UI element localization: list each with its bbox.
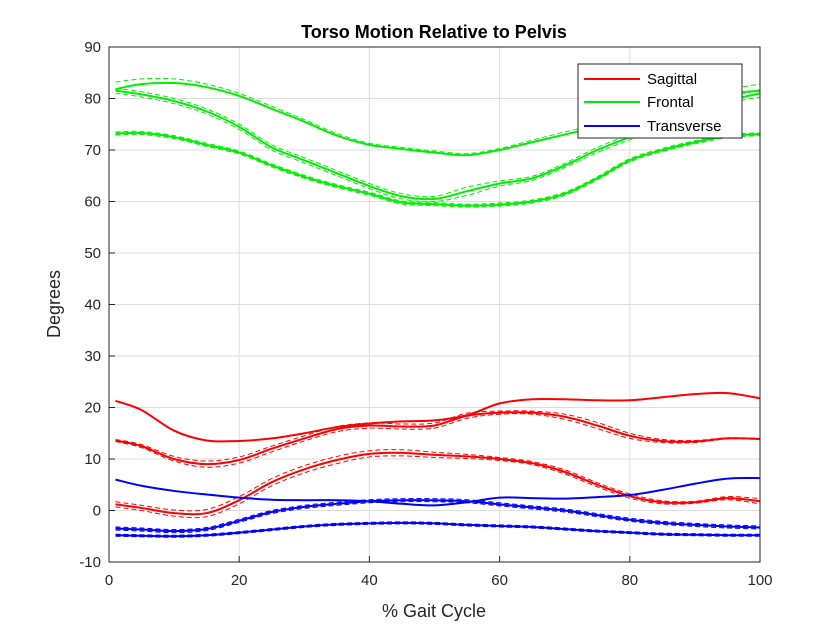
x-tick-label: 60 — [491, 572, 508, 589]
series-line-transverse-lower-3 — [115, 523, 761, 538]
series-line-transverse-mean-2 — [115, 499, 761, 533]
x-tick-label: 100 — [747, 572, 772, 589]
y-tick-label: 10 — [84, 451, 101, 468]
x-tick-label: 80 — [621, 572, 638, 589]
series-line-transverse-upper-2 — [115, 498, 761, 531]
series-line-frontal-lower-3 — [115, 133, 761, 208]
y-tick-label: 50 — [84, 245, 101, 262]
series-line-sagittal-upper-3 — [115, 449, 761, 512]
y-tick-label: 0 — [93, 503, 101, 520]
series-line-sagittal-mean-3 — [115, 451, 761, 516]
series-line-frontal-upper-3 — [115, 130, 761, 205]
series-line-transverse-mean-3 — [115, 521, 761, 538]
legend-label-sagittal: Sagittal — [647, 71, 697, 88]
y-tick-label: 90 — [84, 39, 101, 56]
series-line-transverse — [115, 476, 761, 507]
series-line-sagittal-lower-2 — [115, 413, 761, 468]
y-tick-label: 60 — [84, 194, 101, 211]
series-line-sagittal-mean-2 — [115, 411, 761, 466]
y-tick-label: 30 — [84, 348, 101, 365]
series-line-sagittal — [115, 391, 761, 443]
x-tick-label: 20 — [231, 572, 248, 589]
x-tick-label: 40 — [361, 572, 378, 589]
series-line-transverse-upper-3 — [115, 521, 761, 536]
y-tick-label: 80 — [84, 91, 101, 108]
x-tick-label: 0 — [105, 572, 113, 589]
series-line-transverse-lower-2 — [115, 501, 761, 534]
chart-title: Torso Motion Relative to Pelvis — [301, 22, 567, 42]
legend-label-frontal: Frontal — [647, 94, 694, 111]
legend-label-transverse: Transverse — [647, 118, 721, 135]
y-tick-label: 70 — [84, 142, 101, 159]
y-tick-label: 40 — [84, 297, 101, 314]
legend: Sagittal Frontal Transverse — [577, 63, 743, 139]
series-line-sagittal-lower-3 — [115, 455, 761, 519]
y-tick-label: 20 — [84, 400, 101, 417]
x-axis-label: % Gait Cycle — [382, 601, 486, 621]
y-tick-label: -10 — [79, 554, 101, 571]
series-line-frontal-mean-3 — [115, 131, 761, 207]
y-axis-label: Degrees — [44, 270, 64, 338]
